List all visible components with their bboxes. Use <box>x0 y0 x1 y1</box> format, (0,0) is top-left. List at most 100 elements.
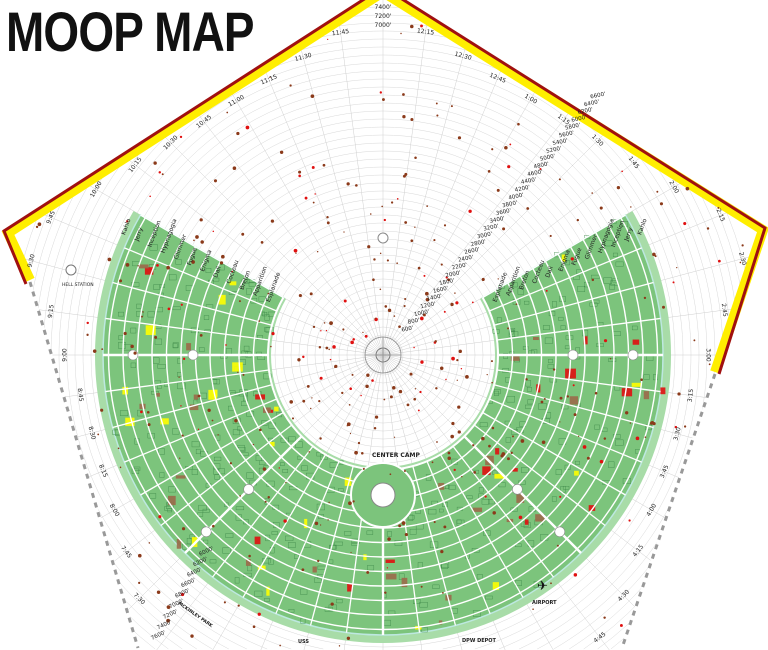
moop-dot <box>289 84 292 87</box>
camp-block <box>172 343 178 349</box>
clock-label: 9:15 <box>47 304 56 318</box>
distance-label: 6000' <box>198 546 215 558</box>
moop-dot <box>381 205 384 208</box>
moop-dot <box>332 345 336 349</box>
camp-block <box>153 284 160 290</box>
moop-patch <box>125 417 135 427</box>
camp-block <box>186 538 192 545</box>
moop-patch <box>218 294 226 305</box>
camp-block <box>620 221 629 227</box>
moop-dot <box>318 346 322 349</box>
moop-dot <box>298 293 302 298</box>
moop-patch <box>385 559 395 563</box>
moop-patch <box>144 267 154 275</box>
moop-dot <box>594 391 598 395</box>
moop-dot <box>629 422 632 424</box>
moop-dot <box>267 292 270 295</box>
clock-label: 2:15 <box>714 208 726 223</box>
moop-dot <box>525 378 528 381</box>
camp-block <box>471 548 480 553</box>
radial-street <box>309 465 354 626</box>
moop-dot <box>390 201 394 204</box>
moop-dot <box>599 206 603 210</box>
moop-dot <box>573 573 578 577</box>
moop-dot <box>384 591 387 594</box>
moop-dot <box>379 252 382 255</box>
radial-street <box>140 214 284 299</box>
moop-dot <box>445 276 448 279</box>
moop-dot <box>550 582 552 585</box>
moop-dot <box>366 570 370 574</box>
plaza <box>187 349 199 361</box>
moop-dot <box>386 567 389 569</box>
moop-dot <box>481 436 485 441</box>
radial-street <box>439 454 524 598</box>
moop-dot <box>357 441 361 445</box>
moop-dot <box>217 434 219 436</box>
radial-line <box>382 19 428 356</box>
moop-dot <box>167 307 171 311</box>
moop-dot <box>517 122 520 126</box>
top-distance-label: 7200' <box>375 13 392 20</box>
map-labels: 7:307:458:008:158:308:459:009:159:309:45… <box>26 4 747 645</box>
camp-block <box>524 300 530 305</box>
moop-dot <box>443 224 447 227</box>
moop-dot <box>166 618 170 623</box>
moop-patch <box>621 388 633 397</box>
plaza <box>127 349 139 361</box>
moop-dot <box>582 445 587 449</box>
moop-dot <box>572 384 575 387</box>
camp-block <box>525 380 531 387</box>
moop-dot <box>450 434 455 439</box>
clock-label: 3:45 <box>659 464 671 479</box>
moop-dot <box>373 427 377 430</box>
distance-label: 6200' <box>577 107 593 116</box>
moop-dot <box>473 471 477 474</box>
moop-dot <box>342 328 345 331</box>
moop-dot <box>195 235 199 239</box>
moop-dot <box>219 261 224 265</box>
moop-dot <box>348 403 351 406</box>
moop-dot <box>501 452 506 456</box>
radial-street <box>105 317 270 341</box>
moop-dot <box>423 274 426 277</box>
camp-block <box>564 464 571 470</box>
camp-block <box>596 343 604 347</box>
radial-line <box>382 154 644 356</box>
radial-line <box>382 66 503 356</box>
camp-block <box>527 399 534 405</box>
moop-dot <box>414 156 417 160</box>
radial-line <box>382 109 572 356</box>
moop-dot <box>576 218 579 222</box>
moop-patch <box>145 325 156 336</box>
clock-label: 3:15 <box>687 388 696 402</box>
moop-dot <box>314 193 316 195</box>
camp-block <box>329 544 337 550</box>
moop-dot <box>526 207 530 210</box>
distance-label: 3800' <box>502 200 518 209</box>
moop-dot <box>153 161 157 165</box>
clock-label: 12:30 <box>454 51 473 62</box>
moop-dot <box>509 143 512 146</box>
moop-dot <box>403 469 406 472</box>
moop-dot <box>298 170 302 174</box>
moop-dot <box>443 525 447 529</box>
moop-dot <box>652 252 656 257</box>
moop-patch <box>168 495 176 506</box>
radial-street <box>212 445 314 578</box>
moop-patch <box>492 582 499 591</box>
moop-dot <box>591 278 595 282</box>
radial-line <box>299 45 384 356</box>
camp-block <box>232 417 241 425</box>
moop-dot <box>447 456 452 461</box>
moop-dot <box>158 515 162 519</box>
radial-street <box>488 398 642 463</box>
moop-patch <box>643 391 650 400</box>
camp-block <box>235 506 245 511</box>
clock-label: 4:00 <box>645 502 658 517</box>
clock-label: 1:00 <box>523 93 538 106</box>
camp-block <box>517 288 524 295</box>
moop-patch <box>533 337 539 341</box>
moop-dot <box>379 91 382 94</box>
camp-block <box>235 514 242 521</box>
